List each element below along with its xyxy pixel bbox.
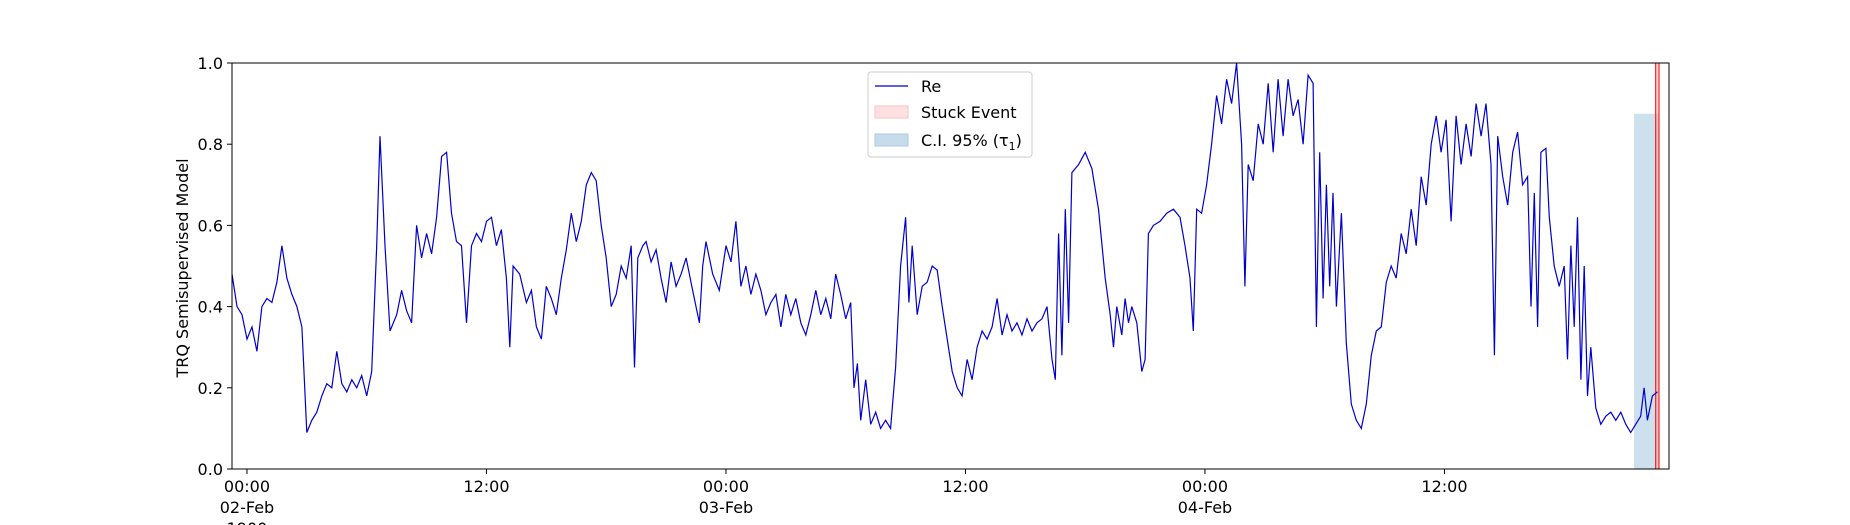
y-tick-label: 0.2 (198, 379, 223, 398)
series-line-re (231, 62, 1658, 434)
legend-swatch-ci (874, 133, 909, 147)
x-tick-label: 12:00 (1421, 477, 1467, 496)
x-tick-label: 12:00 (463, 477, 509, 496)
legend-label-ci-base: C.I. 95% (τ (921, 131, 1009, 150)
x-tick-date-label: 04-Feb (1178, 498, 1232, 517)
plot-area (231, 62, 1670, 470)
x-tick-label: 00:00 (703, 477, 749, 496)
y-tick-label: 1.0 (198, 54, 223, 73)
x-tick-year-label: 1900 (227, 519, 268, 525)
legend-label-ci: C.I. 95% (τ1) (921, 131, 1022, 153)
y-tick-label: 0.8 (198, 135, 223, 154)
plot-frame (231, 62, 1670, 470)
legend-label-ci-sub: 1 (1009, 140, 1016, 153)
region-stuck-event (1655, 62, 1660, 470)
legend-label-stuck-event: Stuck Event (921, 103, 1017, 122)
legend-frame (867, 71, 1033, 158)
y-axis-title: TRQ Semisupervised Model (173, 158, 192, 378)
y-tick-label: 0.0 (198, 460, 223, 479)
x-tick-label: 00:00 (1182, 477, 1228, 496)
legend-label-ci-tail: ) (1016, 131, 1022, 150)
x-axis: 00:00 02-Feb 1900 12:00 00:00 03-Feb 12:00 00:0… (220, 469, 1468, 525)
y-axis: 0.0 0.2 0.4 0.6 0.8 1.0 (198, 54, 232, 479)
x-tick-date-label: 03-Feb (699, 498, 753, 517)
legend-swatch-stuck-event (874, 105, 909, 119)
legend-label-re: Re (921, 77, 941, 96)
y-tick-label: 0.6 (198, 216, 223, 235)
legend: Re Stuck Event C.I. 95% (τ1) (867, 71, 1033, 158)
x-tick-label: 00:00 (224, 477, 270, 496)
y-tick-label: 0.4 (198, 298, 223, 317)
x-tick-label: 12:00 (942, 477, 988, 496)
x-tick-date-label: 02-Feb (220, 498, 274, 517)
